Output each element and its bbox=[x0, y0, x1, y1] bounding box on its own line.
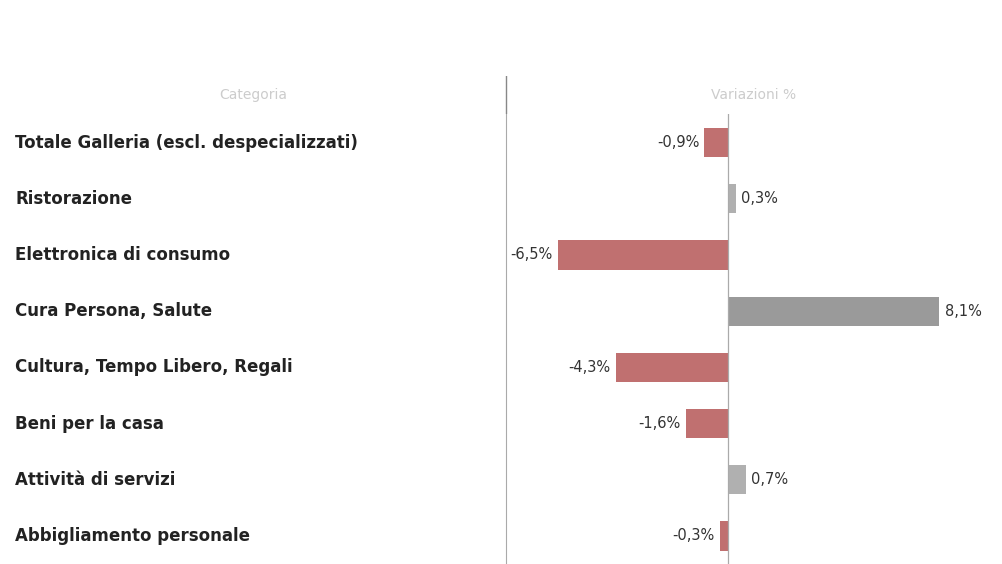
Text: Abbigliamento personale: Abbigliamento personale bbox=[15, 527, 250, 545]
Text: 8,1%: 8,1% bbox=[945, 303, 981, 319]
Bar bbox=[686, 409, 727, 438]
Bar bbox=[720, 521, 727, 550]
Text: Categoria: Categoria bbox=[219, 89, 287, 102]
Text: Ristorazione: Ristorazione bbox=[15, 190, 132, 208]
Text: Cultura, Tempo Libero, Regali: Cultura, Tempo Libero, Regali bbox=[15, 358, 293, 376]
Bar bbox=[704, 128, 727, 157]
Bar bbox=[727, 184, 735, 213]
Text: -4,3%: -4,3% bbox=[568, 360, 610, 375]
Text: Variazioni %: Variazioni % bbox=[711, 89, 797, 102]
Text: Beni per la casa: Beni per la casa bbox=[15, 415, 164, 433]
Text: -0,3%: -0,3% bbox=[672, 528, 714, 543]
Text: -1,6%: -1,6% bbox=[638, 416, 681, 431]
Bar bbox=[558, 240, 727, 270]
Bar bbox=[727, 465, 746, 494]
Text: Totale Galleria (escl. despecializzati): Totale Galleria (escl. despecializzati) bbox=[15, 134, 358, 152]
Text: -6,5%: -6,5% bbox=[511, 248, 553, 262]
Text: Vendite per Merceologia (variazioni %) | 1° semestre 2024 vs 2023: Vendite per Merceologia (variazioni %) |… bbox=[57, 25, 945, 51]
Text: 0,7%: 0,7% bbox=[752, 472, 789, 487]
Bar bbox=[727, 297, 939, 326]
Text: Elettronica di consumo: Elettronica di consumo bbox=[15, 246, 230, 264]
Bar bbox=[615, 352, 727, 382]
Text: 0,3%: 0,3% bbox=[740, 191, 778, 206]
Text: Attività di servizi: Attività di servizi bbox=[15, 471, 175, 489]
Text: -0,9%: -0,9% bbox=[656, 135, 699, 150]
Text: Cura Persona, Salute: Cura Persona, Salute bbox=[15, 302, 212, 320]
